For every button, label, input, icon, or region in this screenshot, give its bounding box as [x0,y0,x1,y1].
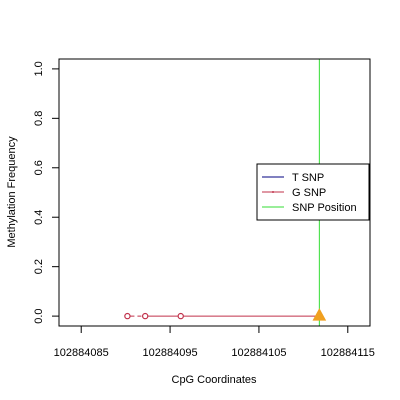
plot-layer [124,59,327,326]
y-axis-title: Methylation Frequency [6,136,18,248]
x-axis-title: CpG Coordinates [172,374,257,386]
y-tick-label: 1.0 [33,61,45,76]
g-snp-point [141,312,149,320]
legend-label: G SNP [292,187,326,199]
plot-frame [58,58,371,327]
y-tick-label: 0.6 [33,160,45,175]
x-tick-label: 102884095 [143,347,198,359]
x-tick-label: 102884115 [321,347,375,359]
snp-position-marker [312,308,327,321]
x-tick-label: 102884085 [54,347,109,359]
y-tick-label: 0.2 [33,259,45,274]
legend-label: T SNP [292,172,324,184]
y-axis-ticks: 0.0 0.2 0.4 0.6 0.8 1.0 [33,61,59,324]
g-snp-point [177,312,184,320]
y-tick-label: 0.0 [33,308,45,323]
x-tick-label: 102884105 [231,347,286,359]
x-axis-ticks: 102884085 102884095 102884105 102884115 [54,326,375,359]
legend-label: SNP Position [292,202,357,214]
y-tick-label: 0.4 [33,210,45,225]
legend: T SNP G SNP SNP Position [256,163,370,221]
g-snp-point [124,312,131,320]
legend-marker [272,191,274,193]
y-tick-label: 0.8 [33,111,45,126]
